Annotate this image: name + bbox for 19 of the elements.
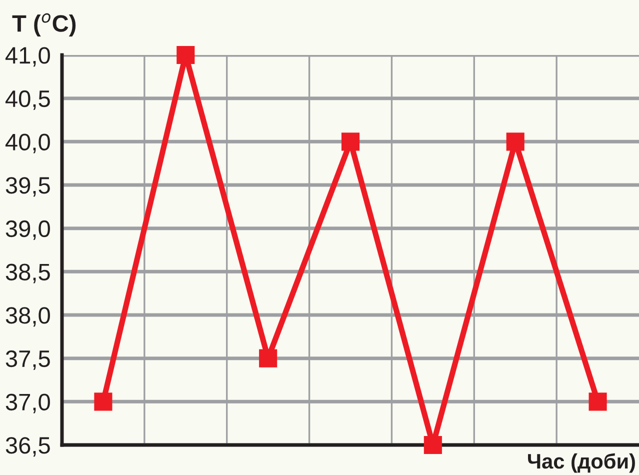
y-tick-label: 36,5 <box>6 437 50 457</box>
y-tick-label: 40,5 <box>5 90 50 110</box>
y-tick-label: 37,0 <box>6 394 50 414</box>
y-tick-label: 38,5 <box>6 264 50 284</box>
y-axis-title: T ($^{o}$C) <box>12 13 76 37</box>
point <box>424 436 442 454</box>
y-tick-label: 38,0 <box>6 307 50 327</box>
y-tick-label: 39,0 <box>6 220 50 240</box>
point <box>588 392 607 411</box>
x-axis-title: Час (доби) <box>528 453 635 473</box>
y-tick-label: 37,5 <box>6 350 50 370</box>
point <box>259 349 278 368</box>
y-tick-label: 40,0 <box>5 134 50 154</box>
y-tick-label: 39,5 <box>6 177 50 197</box>
point <box>94 392 112 411</box>
point <box>506 132 524 151</box>
point <box>176 46 195 64</box>
point <box>341 132 360 151</box>
y-tick-label: 41,0 <box>5 47 50 67</box>
